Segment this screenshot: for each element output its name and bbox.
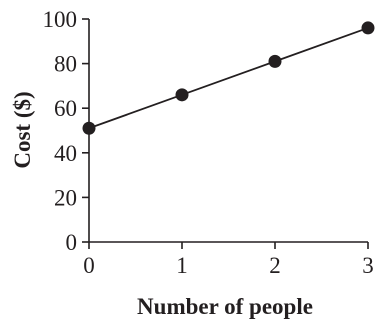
tick-labels: 0 20 40 60 80 100 0 1 2 3 [43,7,374,278]
x-tick-label: 0 [83,253,95,278]
ticks [82,18,369,249]
y-tick-label: 100 [43,7,78,32]
data-point [82,121,96,135]
axes [88,19,368,243]
series [82,21,375,135]
data-point [361,21,375,35]
y-axis-title: Cost ($) [10,91,35,168]
x-tick-label: 2 [269,253,281,278]
x-tick-label: 1 [176,253,188,278]
y-tick-label: 40 [54,141,77,166]
x-axis-title: Number of people [137,294,313,319]
y-tick-label: 60 [54,96,77,121]
y-tick-label: 0 [66,230,78,255]
series-line [88,27,369,130]
y-tick-label: 80 [54,52,77,77]
data-point [268,54,282,68]
data-point [175,88,189,102]
y-tick-label: 20 [54,185,77,210]
x-tick-label: 3 [362,253,374,278]
